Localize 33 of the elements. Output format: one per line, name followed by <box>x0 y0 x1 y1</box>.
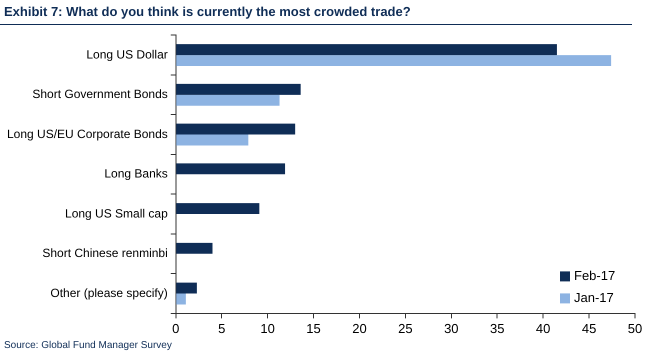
legend-label: Feb-17 <box>574 268 616 283</box>
x-tick-label: 25 <box>398 320 413 336</box>
bar <box>176 55 612 66</box>
y-tick-label: Long Banks <box>104 166 168 181</box>
y-tick-label: Long US Dollar <box>86 47 168 62</box>
bar <box>176 124 296 135</box>
bar <box>176 44 557 56</box>
y-tick-label: Short Chinese renminbi <box>42 246 168 260</box>
bar <box>176 134 248 146</box>
source-note: Source: Global Fund Manager Survey <box>3 340 173 351</box>
bar <box>176 94 280 106</box>
bar <box>176 163 286 174</box>
bar <box>176 84 301 95</box>
x-tick-label: 50 <box>628 320 642 336</box>
y-tick-label: Long US/EU Corporate Bonds <box>6 126 168 141</box>
y-tick-label: Long US Small cap <box>65 206 168 220</box>
x-tick-label: 15 <box>306 320 321 336</box>
x-tick-label: 20 <box>352 320 367 336</box>
y-tick-label: Other (please specify) <box>50 286 168 300</box>
legend-label: Jan-17 <box>574 290 614 305</box>
y-tick-label: Short Government Bonds <box>32 87 168 102</box>
bar <box>176 203 260 214</box>
x-tick-label: 40 <box>536 320 550 336</box>
x-tick-label: 35 <box>490 320 504 336</box>
x-tick-label: 10 <box>260 320 275 336</box>
x-tick-label: 30 <box>444 320 459 336</box>
x-tick-label: 45 <box>582 320 596 336</box>
bar <box>176 294 186 304</box>
x-tick-label: 5 <box>218 320 226 336</box>
chart-title: Exhibit 7: What do you think is currently the most crowded trade? <box>0 0 632 25</box>
bar <box>176 242 212 254</box>
x-tick-label: 0 <box>172 320 180 336</box>
bar <box>176 282 197 294</box>
